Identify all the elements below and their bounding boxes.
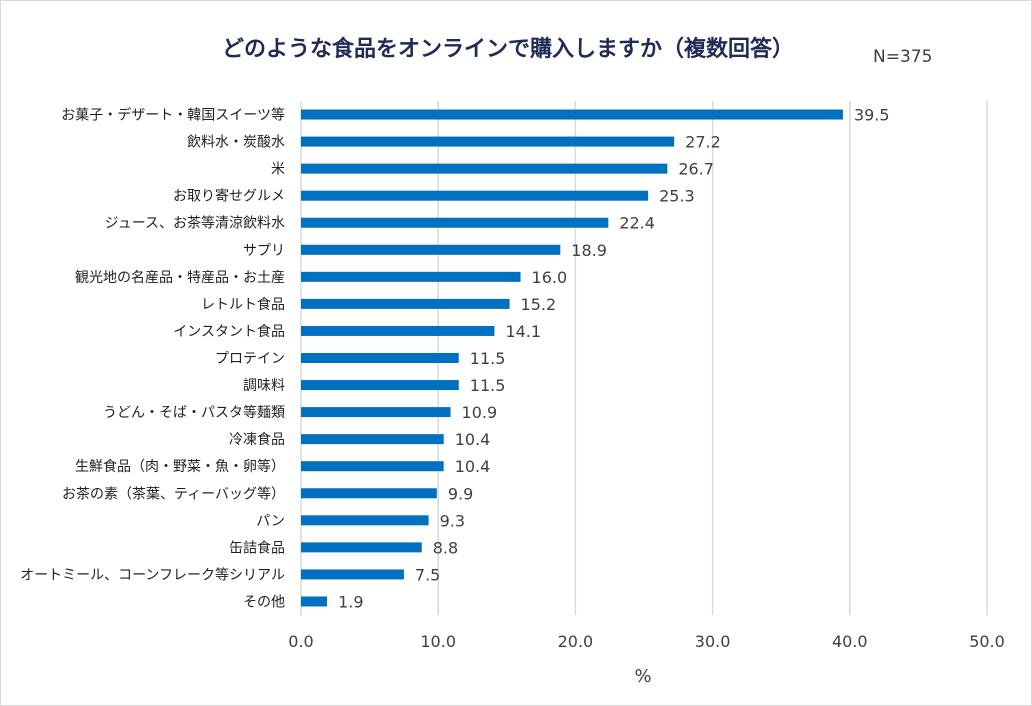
value-label-17: 7.5 xyxy=(415,565,440,584)
bar-11 xyxy=(301,407,451,418)
x-tick-label-1: 10.0 xyxy=(420,632,456,651)
value-label-4: 22.4 xyxy=(619,214,655,233)
value-label-16: 8.8 xyxy=(433,538,458,557)
category-label-16: 缶詰食品 xyxy=(229,539,285,556)
bar-2 xyxy=(301,163,668,174)
x-tick-label-5: 50.0 xyxy=(969,632,1005,651)
category-label-11: うどん・そば・パスタ等麺類 xyxy=(103,404,285,421)
x-tick-label-2: 20.0 xyxy=(558,632,594,651)
value-label-2: 26.7 xyxy=(678,160,714,179)
category-label-4: ジュース、お茶等清涼飲料水 xyxy=(105,215,285,232)
x-axis-title: % xyxy=(634,666,651,687)
category-label-7: レトルト食品 xyxy=(201,296,285,313)
value-label-0: 39.5 xyxy=(854,106,890,125)
value-label-14: 9.9 xyxy=(448,484,473,503)
value-label-12: 10.4 xyxy=(455,430,491,449)
bar-14 xyxy=(301,488,437,499)
value-label-18: 1.9 xyxy=(338,592,363,611)
value-label-5: 18.9 xyxy=(571,241,607,260)
x-tick-label-0: 0.0 xyxy=(288,632,313,651)
category-label-3: お取り寄せグルメ xyxy=(173,188,285,205)
bar-16 xyxy=(301,542,422,553)
x-tick-labels: 0.0 10.0 20.0 30.0 40.0 50.0 xyxy=(288,632,1005,651)
bar-9 xyxy=(301,353,459,363)
bar-17 xyxy=(301,569,404,580)
bar-18 xyxy=(301,596,328,607)
category-label-12: 冷凍食品 xyxy=(229,431,285,448)
value-label-3: 25.3 xyxy=(659,187,695,206)
value-label-9: 11.5 xyxy=(470,349,506,368)
bar-15 xyxy=(301,515,429,526)
category-label-0: お菓子・デザート・韓国スイーツ等 xyxy=(61,107,285,124)
bar-7 xyxy=(301,298,510,309)
bars xyxy=(301,109,843,607)
x-tick-label-4: 40.0 xyxy=(832,632,868,651)
value-label-1: 27.2 xyxy=(685,133,721,152)
category-label-18: その他 xyxy=(243,594,285,610)
category-label-9: プロテイン xyxy=(215,351,285,367)
gridlines xyxy=(300,101,988,615)
sample-size-label: N=375 xyxy=(873,47,932,67)
chart-title: どのような食品をオンラインで購入しますか（複数回答） xyxy=(222,36,794,62)
value-label-6: 16.0 xyxy=(532,268,568,287)
value-label-11: 10.9 xyxy=(462,403,498,422)
bar-10 xyxy=(301,380,459,391)
category-label-13: 生鮮食品（肉・野菜・魚・卵等） xyxy=(75,458,285,475)
category-label-17: オートミール、コーンフレーク等シリアル xyxy=(20,566,285,583)
category-label-15: パン xyxy=(256,513,285,529)
bar-1 xyxy=(301,136,675,147)
bar-5 xyxy=(301,244,561,255)
category-label-14: お茶の素（茶葉、ティーバッグ等） xyxy=(62,485,285,502)
category-labels: お菓子・デザート・韓国スイーツ等飲料水・炭酸水米お取り寄せグルメジュース、お茶等… xyxy=(20,107,285,611)
bar-12 xyxy=(301,434,444,445)
value-label-13: 10.4 xyxy=(455,457,491,476)
x-tick-label-3: 30.0 xyxy=(695,632,731,651)
bar-6 xyxy=(301,271,521,282)
category-label-1: 飲料水・炭酸水 xyxy=(187,135,285,151)
value-labels: 39.5 27.2 26.7 25.322.4 18.916.0 15.2 14.1 11.5… xyxy=(338,106,889,612)
value-label-10: 11.5 xyxy=(470,376,506,395)
category-label-5: サプリ xyxy=(243,243,285,259)
bar-8 xyxy=(301,325,495,336)
bar-3 xyxy=(301,190,649,201)
value-label-7: 15.2 xyxy=(521,295,557,314)
bar-4 xyxy=(301,217,609,228)
bar-0 xyxy=(301,109,843,120)
value-label-8: 14.1 xyxy=(505,322,541,341)
category-label-6: 観光地の名産品・特産品・お土産 xyxy=(75,269,285,286)
category-label-2: 米 xyxy=(271,162,285,178)
category-label-10: 調味料 xyxy=(243,378,285,394)
value-label-15: 9.3 xyxy=(440,511,465,530)
category-label-8: インスタント食品 xyxy=(173,323,285,340)
bar-13 xyxy=(301,461,444,472)
